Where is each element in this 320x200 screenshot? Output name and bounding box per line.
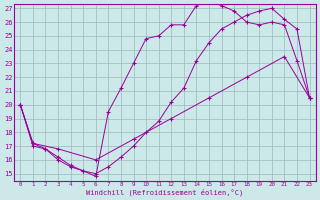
X-axis label: Windchill (Refroidissement éolien,°C): Windchill (Refroidissement éolien,°C) (86, 188, 244, 196)
